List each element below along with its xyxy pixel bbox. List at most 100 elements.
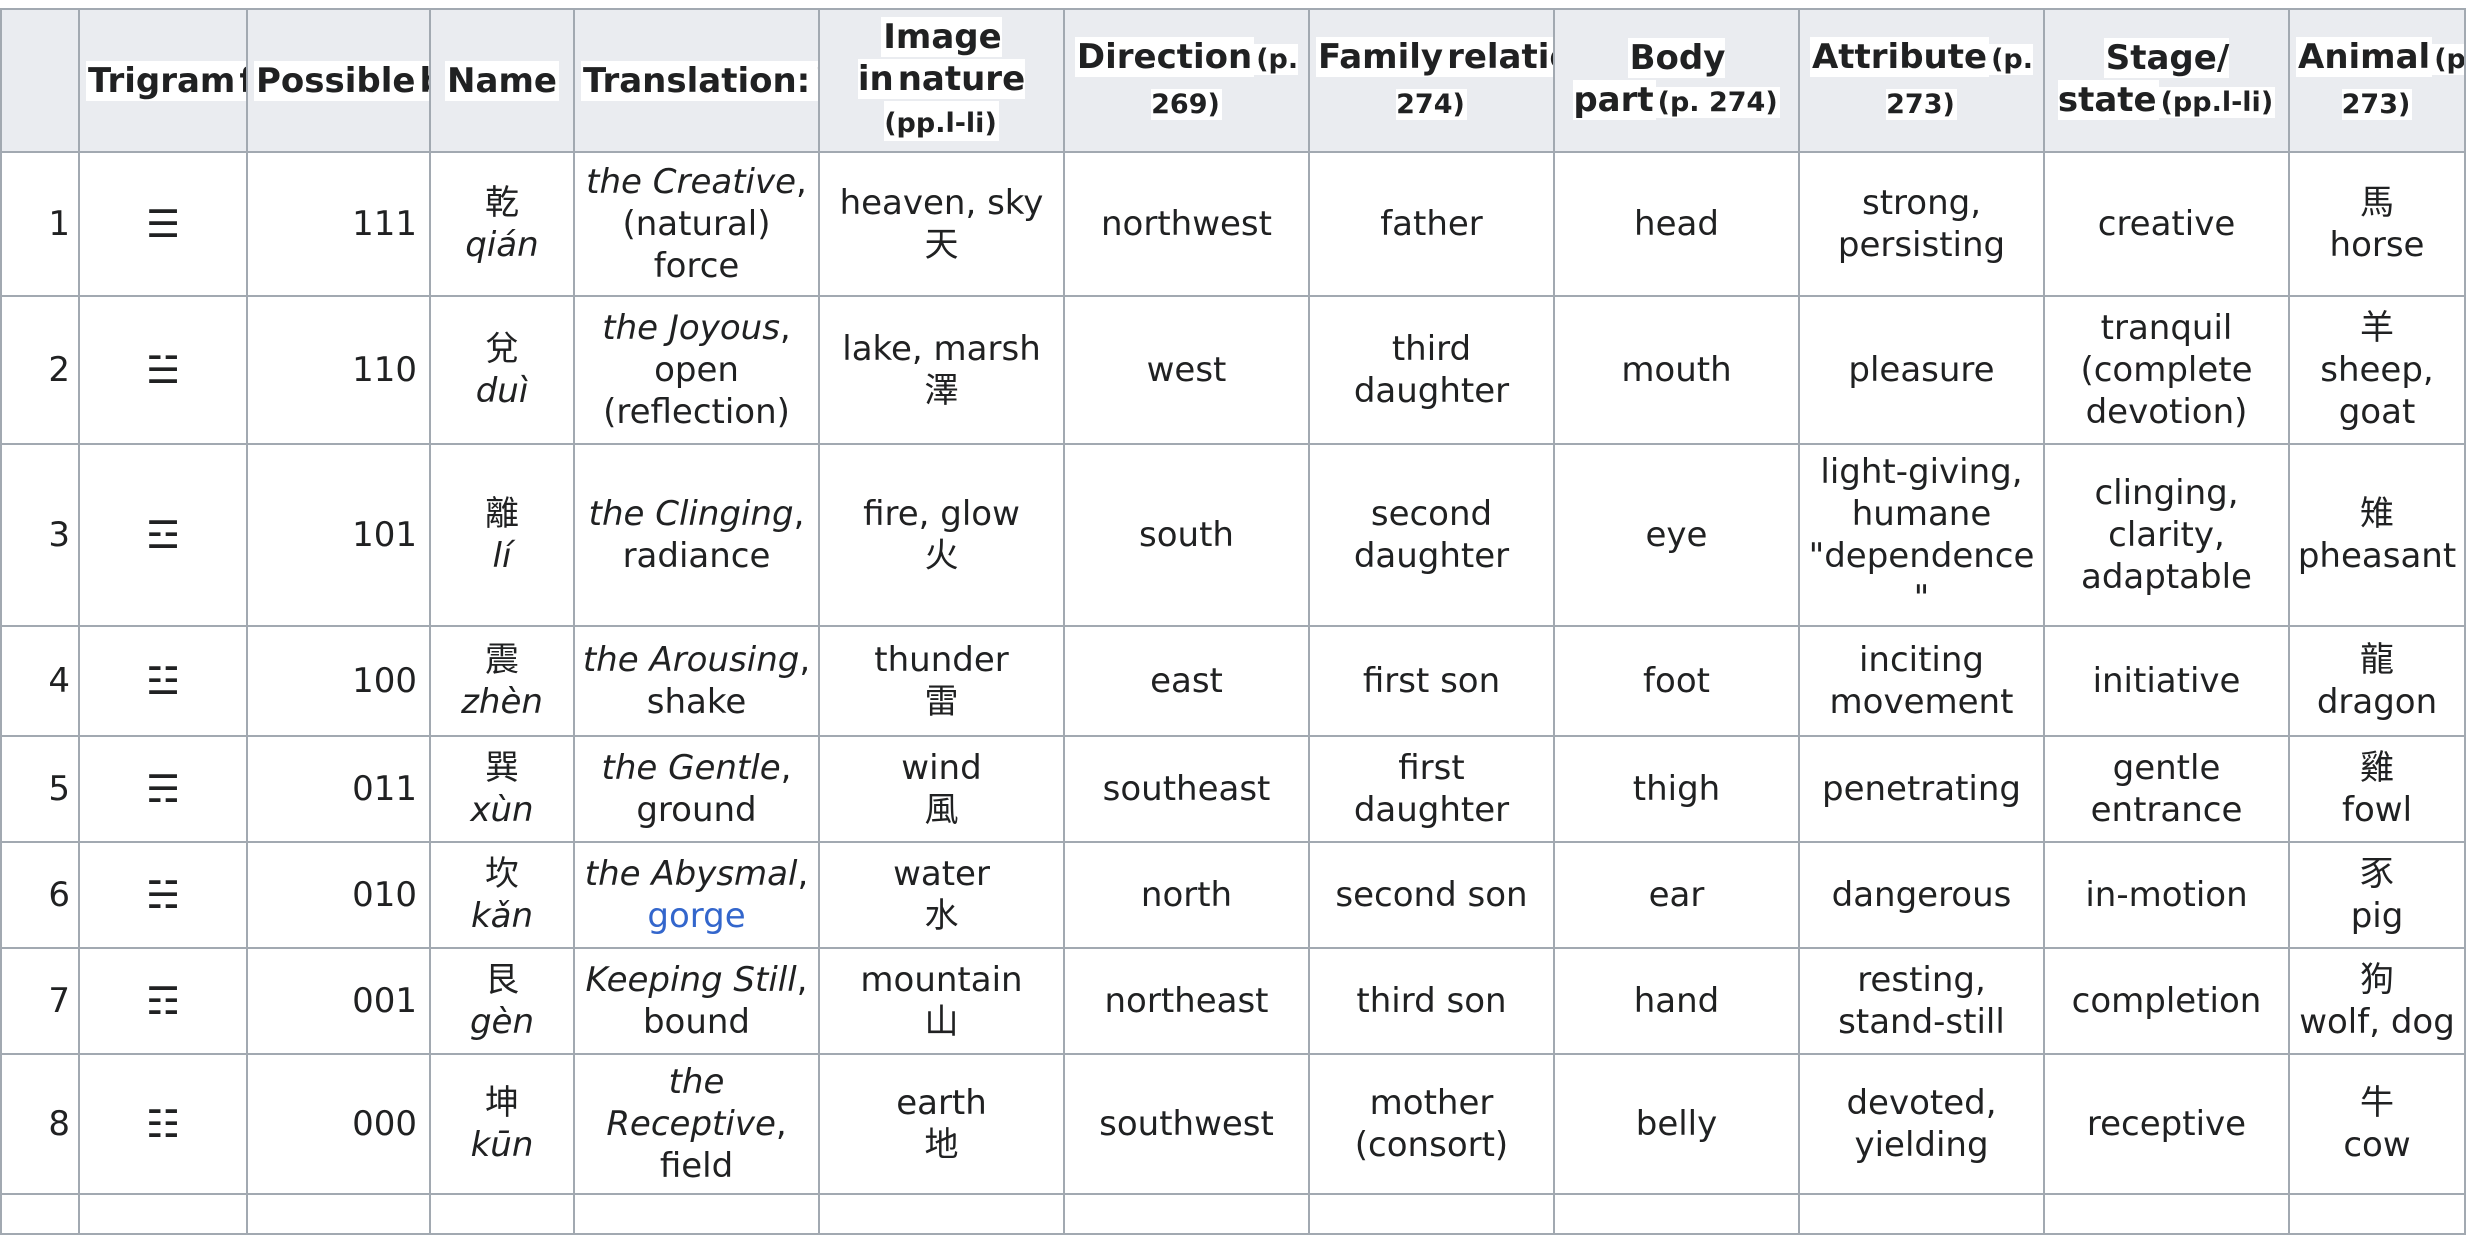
translation-comma: , [797,854,809,894]
stage-line: completion [2071,981,2262,1021]
name-pinyin: duì [475,371,529,411]
body-part-cell: thigh [1553,735,1800,843]
body-part-cell: mouth [1553,295,1800,445]
stage-line: creative [2097,204,2236,244]
row-index-cell: 5 [0,735,80,843]
header-subline: (pp.l-li) [2158,80,2276,120]
animal-line: dragon [2316,682,2438,722]
stage-state-cell: in-motion [2043,841,2290,949]
table-row-partial [0,1193,2466,1235]
animal-cell: 雞 fowl [2288,735,2466,843]
animal-line: pig [2350,896,2404,936]
header-text: Name [445,60,559,101]
animal-cell: 豕 pig [2288,841,2466,949]
attribute-line: resting, [1857,960,1986,1000]
header-stage-state: Stage/ state (pp.l-li) [2043,8,2290,153]
empty-cell [0,1193,80,1235]
name-character: 坎 [485,854,519,894]
image-line: lake, marsh [842,329,1041,369]
translation-cell: the Abysmal, gorge [573,841,820,949]
image-line: 風 [924,790,959,830]
translation-comma: , [799,640,811,680]
animal-line: goat [2338,392,2416,432]
attribute-line: yielding [1854,1125,1989,1165]
trigram-figure-cell: ☶ [78,947,248,1055]
header-direction: Direction (p. 269) [1063,8,1310,153]
animal-line: 牛 [2360,1083,2394,1123]
trigram-name-cell: 兌 duì [429,295,575,445]
header-text: binary [417,60,428,101]
family-relationship-cell: second daughter [1308,443,1555,627]
stage-line: gentle [2112,748,2221,788]
family-relationship-cell: father [1308,151,1555,297]
translation-italic: Receptive [606,1104,776,1144]
header-text: figure [237,60,245,101]
body-part-cell: foot [1553,625,1800,737]
stage-state-cell: receptive [2043,1053,2290,1195]
translation-italic: the Gentle [601,748,781,788]
header-subline: (p. 274) [1655,80,1780,120]
family-relationship-cell: mother (consort) [1308,1053,1555,1195]
row-index-cell: 8 [0,1053,80,1195]
animal-cell: 牛 cow [2288,1053,2466,1195]
image-line: earth [896,1083,987,1123]
translation-italic: the Abysmal [584,854,798,894]
trigram-figure-cell: ☷ [78,1053,248,1195]
trigram-name-cell: 離 lí [429,443,575,627]
attribute-cell: devoted, yielding [1798,1053,2045,1195]
translation-line: bound [642,1002,751,1042]
row-index-cell: 1 [0,151,80,297]
attribute-cell: strong, persisting [1798,151,2045,297]
empty-cell [1798,1193,2045,1235]
attribute-cell: light-giving, humane "dependence " [1798,443,2045,627]
table-row: 4 ☳ 100 震 zhèn the Arousing, shake thunder 雷 east… [0,625,2466,737]
family-relationship-cell: third son [1308,947,1555,1055]
direction-cell: south [1063,443,1310,627]
header-subtext: (pp.l-li) [884,108,997,139]
direction-cell: southwest [1063,1053,1310,1195]
trigram-symbol-icon: ☶ [145,979,181,1023]
translation-comma: , [775,1104,787,1144]
image-in-nature-cell: heaven, sky 天 [818,151,1065,297]
trigram-figure-cell: ☴ [78,735,248,843]
animal-line: 龍 [2360,640,2394,680]
family-line: second son [1335,875,1528,915]
header-line: Possible [254,60,418,101]
animal-line: horse [2329,225,2425,265]
family-line: first daughter [1353,748,1510,830]
header-text: Family [1316,36,1446,77]
stage-state-cell: clinging, clarity, adaptable [2043,443,2290,627]
trigram-figure-cell: ☲ [78,443,248,627]
header-line: relationship [1445,36,1552,77]
animal-cell: 馬 horse [2288,151,2466,297]
direction-cell: southeast [1063,735,1310,843]
body-part-cell: ear [1553,841,1800,949]
trigram-symbol-icon: ☳ [145,659,181,703]
stage-state-cell: completion [2043,947,2290,1055]
header-italic: Wilhelm [814,61,817,101]
name-character: 離 [485,494,519,534]
header-subtext: (p. 274) [1655,87,1780,118]
attribute-line: stand-still [1838,1002,2005,1042]
image-line: water [893,854,990,894]
translation-line: the Abysmal, [581,853,812,895]
translation-line: radiance [622,536,771,576]
header-text: Translation: [581,60,813,101]
animal-line: pheasant [2297,536,2457,576]
trigram-figure-cell: ☱ [78,295,248,445]
translation-line: Keeping Still, [581,959,812,1001]
family-relationship-cell: first daughter [1308,735,1555,843]
table-row: 8 ☷ 000 坤 kūn the Receptive, field earth 地 southwe… [0,1053,2466,1195]
binary-value-cell: 111 [246,151,431,297]
translation-line: the [668,1062,725,1102]
family-line: mother [1369,1083,1494,1123]
body-part-cell: head [1553,151,1800,297]
translation-comma: , [796,162,807,202]
attribute-line: penetrating [1821,769,2022,809]
translation-link[interactable]: gorge [647,896,746,936]
empty-cell [78,1193,248,1235]
family-relationship-cell: second son [1308,841,1555,949]
animal-cell: 雉 pheasant [2288,443,2466,627]
animal-line: 雉 [2360,494,2394,534]
attribute-cell: resting, stand-still [1798,947,2045,1055]
